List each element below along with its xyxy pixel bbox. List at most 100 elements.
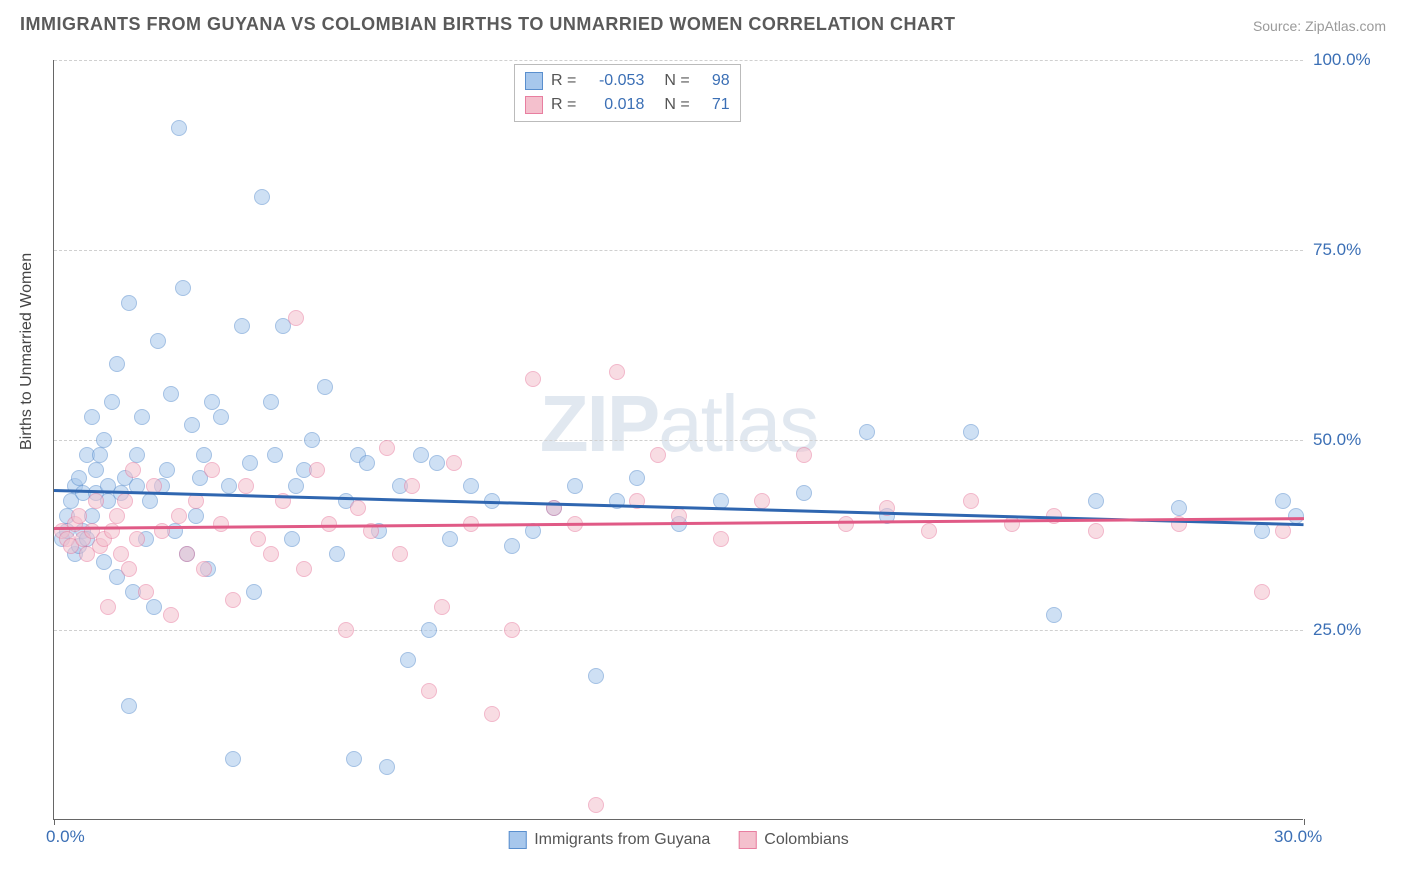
legend-stats-row: R = 0.018 N = 71 <box>525 93 730 117</box>
scatter-point <box>284 531 300 547</box>
watermark-rest: atlas <box>658 379 817 468</box>
scatter-point <box>796 447 812 463</box>
scatter-point <box>1275 493 1291 509</box>
scatter-point <box>196 447 212 463</box>
scatter-point <box>713 531 729 547</box>
scatter-point <box>838 516 854 532</box>
stat-r-label: R = <box>551 72 576 90</box>
source-name: ZipAtlas.com <box>1305 18 1386 34</box>
scatter-point <box>413 447 429 463</box>
x-tick-label: 30.0% <box>1274 827 1322 847</box>
scatter-point <box>179 546 195 562</box>
y-axis-label: Births to Unmarried Women <box>18 253 36 450</box>
stat-n-label: N = <box>664 72 689 90</box>
scatter-point <box>88 493 104 509</box>
legend-stats-box: R = -0.053 N = 98 R = 0.018 N = 71 <box>514 64 741 122</box>
scatter-point <box>379 440 395 456</box>
scatter-point <box>317 379 333 395</box>
scatter-point <box>446 455 462 471</box>
chart-container: IMMIGRANTS FROM GUYANA VS COLOMBIAN BIRT… <box>0 0 1406 892</box>
scatter-point <box>100 599 116 615</box>
stat-n-value: 98 <box>698 72 730 90</box>
scatter-point <box>321 516 337 532</box>
scatter-point <box>754 493 770 509</box>
scatter-point <box>1046 607 1062 623</box>
scatter-point <box>434 599 450 615</box>
stat-r-label: R = <box>551 96 576 114</box>
y-tick-label: 50.0% <box>1313 430 1393 450</box>
scatter-point <box>246 584 262 600</box>
x-tick-mark <box>1304 819 1305 825</box>
scatter-point <box>359 455 375 471</box>
scatter-point <box>96 554 112 570</box>
scatter-point <box>963 424 979 440</box>
scatter-point <box>242 455 258 471</box>
stat-n-value: 71 <box>698 96 730 114</box>
scatter-point <box>225 592 241 608</box>
scatter-point <box>379 759 395 775</box>
legend-bottom: Immigrants from Guyana Colombians <box>508 831 849 849</box>
scatter-point <box>463 478 479 494</box>
scatter-point <box>859 424 875 440</box>
scatter-point <box>196 561 212 577</box>
legend-item: Immigrants from Guyana <box>508 831 710 849</box>
scatter-point <box>1275 523 1291 539</box>
scatter-point <box>484 706 500 722</box>
scatter-point <box>796 485 812 501</box>
scatter-point <box>146 599 162 615</box>
legend-label: Immigrants from Guyana <box>534 831 710 849</box>
scatter-point <box>629 470 645 486</box>
scatter-point <box>263 394 279 410</box>
scatter-point <box>234 318 250 334</box>
scatter-point <box>404 478 420 494</box>
scatter-point <box>296 561 312 577</box>
scatter-point <box>338 622 354 638</box>
scatter-point <box>213 409 229 425</box>
scatter-point <box>121 698 137 714</box>
scatter-point <box>159 462 175 478</box>
scatter-point <box>609 364 625 380</box>
legend-swatch <box>508 831 526 849</box>
gridline <box>54 250 1303 251</box>
scatter-point <box>346 751 362 767</box>
scatter-point <box>567 478 583 494</box>
scatter-point <box>125 462 141 478</box>
scatter-point <box>104 394 120 410</box>
scatter-point <box>134 409 150 425</box>
scatter-point <box>525 371 541 387</box>
scatter-point <box>109 356 125 372</box>
scatter-point <box>188 508 204 524</box>
scatter-point <box>288 478 304 494</box>
stat-r-value: -0.053 <box>584 72 644 90</box>
scatter-point <box>1004 516 1020 532</box>
y-tick-label: 100.0% <box>1313 50 1393 70</box>
stat-n-label: N = <box>664 96 689 114</box>
scatter-point <box>204 462 220 478</box>
scatter-point <box>1254 584 1270 600</box>
scatter-point <box>392 546 408 562</box>
scatter-point <box>421 683 437 699</box>
scatter-point <box>117 493 133 509</box>
scatter-point <box>71 470 87 486</box>
scatter-point <box>1088 493 1104 509</box>
scatter-point <box>1288 508 1304 524</box>
scatter-point <box>121 561 137 577</box>
scatter-point <box>588 668 604 684</box>
scatter-point <box>204 394 220 410</box>
source-attribution: Source: ZipAtlas.com <box>1253 18 1386 34</box>
scatter-point <box>429 455 445 471</box>
scatter-point <box>329 546 345 562</box>
scatter-point <box>142 493 158 509</box>
scatter-point <box>92 447 108 463</box>
scatter-point <box>138 584 154 600</box>
y-tick-label: 25.0% <box>1313 620 1393 640</box>
scatter-point <box>650 447 666 463</box>
stat-r-value: 0.018 <box>584 96 644 114</box>
legend-swatch <box>525 96 543 114</box>
scatter-point <box>288 310 304 326</box>
gridline <box>54 440 1303 441</box>
legend-label: Colombians <box>764 831 848 849</box>
scatter-point <box>350 500 366 516</box>
scatter-point <box>71 508 87 524</box>
scatter-point <box>121 295 137 311</box>
